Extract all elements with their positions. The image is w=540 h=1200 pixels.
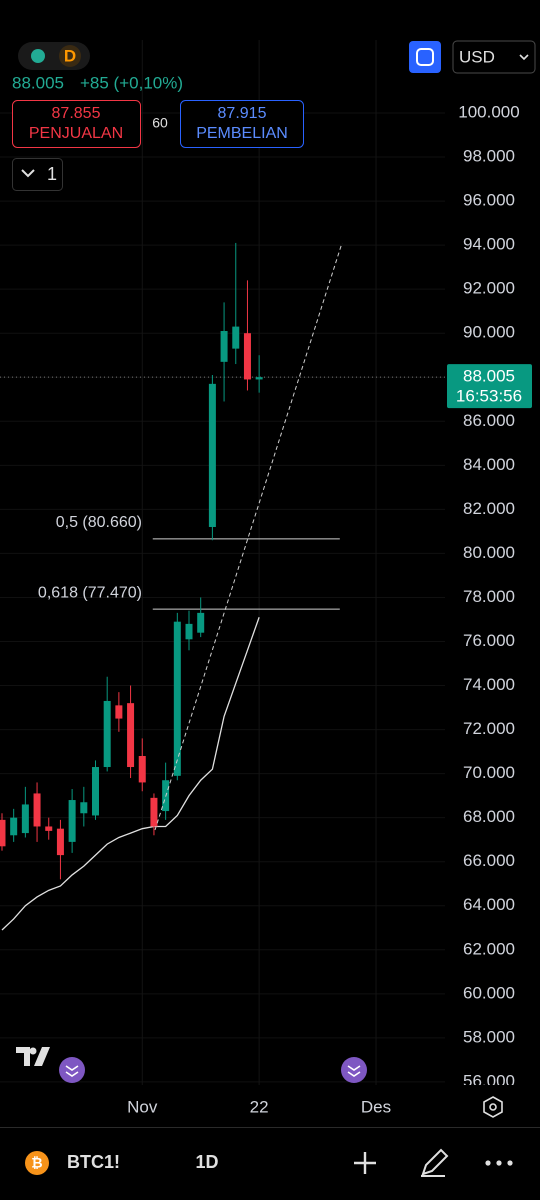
y-tick-label: 82.000 xyxy=(463,499,515,518)
x-tick-label: Des xyxy=(361,1097,391,1116)
fib-label: 0,5 (80.660) xyxy=(56,514,142,531)
y-tick-label: 66.000 xyxy=(463,851,515,870)
candle-body xyxy=(68,800,76,842)
last-price-box xyxy=(447,364,532,409)
interval[interactable]: 1D xyxy=(195,1152,218,1172)
candle-body xyxy=(232,326,240,349)
more-button[interactable] xyxy=(485,1160,513,1166)
buy-price: 87.915 xyxy=(218,105,267,122)
spread: 60 xyxy=(152,115,168,131)
y-tick-label: 76.000 xyxy=(463,631,515,650)
symbol-icon xyxy=(25,1151,49,1175)
badge xyxy=(59,45,81,67)
y-tick-label: 84.000 xyxy=(463,455,515,474)
symbol[interactable]: BTC1! xyxy=(67,1152,120,1172)
chart-mode-button[interactable] xyxy=(409,41,441,73)
y-tick-label: 86.000 xyxy=(463,411,515,430)
market-dot xyxy=(31,49,45,63)
y-tick-label: 58.000 xyxy=(463,1027,515,1046)
x-tick-label: Nov xyxy=(127,1097,158,1116)
fib-label: 0,618 (77.470) xyxy=(38,584,142,601)
candle-body xyxy=(220,331,228,362)
x-tick-label: 22 xyxy=(250,1097,269,1116)
candle-body xyxy=(80,802,88,814)
y-tick-label: 78.000 xyxy=(463,587,515,606)
buy-button[interactable] xyxy=(180,100,304,148)
y-tick-label: 94.000 xyxy=(463,235,515,254)
candle-body xyxy=(150,797,158,827)
candle-body xyxy=(21,804,29,834)
candle-body xyxy=(173,621,181,776)
icon xyxy=(347,1065,361,1077)
y-tick-label: 96.000 xyxy=(463,191,515,210)
candle-body xyxy=(208,383,216,527)
y-tick-label: 72.000 xyxy=(463,719,515,738)
candle-body xyxy=(103,700,111,768)
countdown: 16:53:56 xyxy=(456,387,522,406)
y-tick-label: 56.000 xyxy=(463,1071,515,1090)
last-price-label: 88.005 xyxy=(463,367,515,386)
lot: 1 xyxy=(47,164,57,184)
price: 88.005 xyxy=(12,73,64,92)
buy-label: PEMBELIAN xyxy=(196,125,288,142)
logo xyxy=(16,1047,50,1066)
settings-button[interactable] xyxy=(483,1096,503,1118)
currency-select[interactable] xyxy=(452,40,536,74)
currency: USD xyxy=(459,47,495,66)
icon xyxy=(489,1103,497,1111)
timeframe-badge: D xyxy=(64,46,76,65)
y-tick-label: 74.000 xyxy=(463,675,515,694)
candle-body xyxy=(91,767,99,816)
candle-body xyxy=(0,819,6,847)
icon xyxy=(416,48,434,66)
candle-body xyxy=(56,828,64,856)
icon: ₿ xyxy=(31,1155,42,1171)
icon xyxy=(65,1065,79,1077)
sell-label: PENJUALAN xyxy=(29,125,123,142)
candle-body xyxy=(243,333,251,380)
candle-body xyxy=(115,705,123,719)
logo-dot xyxy=(29,1047,37,1055)
moving-average xyxy=(1,617,260,931)
add-button[interactable] xyxy=(354,1152,376,1174)
chevron xyxy=(21,169,35,178)
y-tick-label: 92.000 xyxy=(463,279,515,298)
sell-price: 87.855 xyxy=(52,105,101,122)
sell-button[interactable] xyxy=(12,100,141,148)
candle-body xyxy=(45,826,53,831)
y-tick-label: 64.000 xyxy=(463,895,515,914)
plot-area: 56.000 58.000 60.000 62.000 64.000 66.000 68.0… xyxy=(0,40,520,1090)
y-tick-label: 98.000 xyxy=(463,147,515,166)
y-tick-label: 80.000 xyxy=(463,543,515,562)
candle-body xyxy=(255,377,263,380)
candle-body xyxy=(127,703,135,768)
draw-button[interactable] xyxy=(421,1148,449,1177)
y-tick-label: 62.000 xyxy=(463,939,515,958)
y-tick-label: 70.000 xyxy=(463,763,515,782)
chevron xyxy=(519,54,529,61)
y-tick-label: 60.000 xyxy=(463,983,515,1002)
candle-body xyxy=(185,623,193,640)
trend-line xyxy=(154,242,343,831)
y-tick-label: 68.000 xyxy=(463,807,515,826)
lot-select[interactable] xyxy=(12,158,63,191)
y-tick-label: 90.000 xyxy=(463,323,515,342)
candle-body xyxy=(138,756,146,783)
y-tick-label: 100.000 xyxy=(458,102,519,121)
change: +85 (+0,10%) xyxy=(80,73,183,92)
candle-body xyxy=(33,793,41,827)
candle-body xyxy=(10,817,18,836)
candle-body xyxy=(197,612,205,633)
